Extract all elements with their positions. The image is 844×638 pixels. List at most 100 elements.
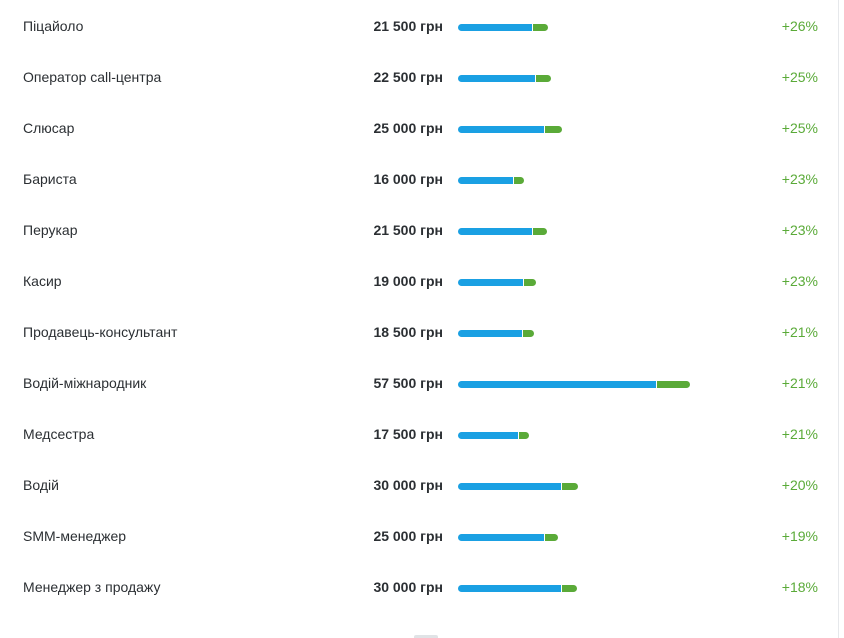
growth-percent: +25% xyxy=(781,69,818,85)
salary-bar-growth xyxy=(657,381,690,388)
salary-bar-divider xyxy=(532,24,533,31)
salary-bar-base xyxy=(458,585,561,592)
profession-label: Водій xyxy=(23,477,59,493)
salary-bar xyxy=(458,432,718,439)
salary-bar-divider xyxy=(513,177,514,184)
salary-bar-growth xyxy=(562,585,577,592)
salary-list: Піцайоло 21 500 грн +26% Оператор call-ц… xyxy=(0,0,838,612)
salary-row[interactable]: Слюсар 25 000 грн +25% xyxy=(0,102,838,153)
salary-bar xyxy=(458,177,718,184)
salary-bar-growth xyxy=(533,24,548,31)
growth-percent: +25% xyxy=(781,120,818,136)
profession-label: Водій-міжнародник xyxy=(23,375,147,391)
salary-value: 18 500 грн xyxy=(373,324,443,340)
salary-row[interactable]: Перукар 21 500 грн +23% xyxy=(0,204,838,255)
salary-bar xyxy=(458,483,718,490)
growth-percent: +21% xyxy=(781,324,818,340)
salary-value: 21 500 грн xyxy=(373,18,443,34)
growth-percent: +26% xyxy=(781,18,818,34)
profession-label: Продавець-консультант xyxy=(23,324,178,340)
profession-label: Піцайоло xyxy=(23,18,84,34)
salary-value: 30 000 грн xyxy=(373,579,443,595)
salary-bar-base xyxy=(458,75,535,82)
salary-bar-base xyxy=(458,177,513,184)
growth-percent: +19% xyxy=(781,528,818,544)
salary-row[interactable]: Менеджер з продажу 30 000 грн +18% xyxy=(0,561,838,612)
salary-bar xyxy=(458,330,718,337)
profession-label: Касир xyxy=(23,273,62,289)
salary-bar-base xyxy=(458,279,523,286)
salary-bar-base xyxy=(458,534,544,541)
salary-bar-divider xyxy=(518,432,519,439)
salary-bar-divider xyxy=(561,483,562,490)
panel-divider xyxy=(838,0,839,638)
profession-label: Слюсар xyxy=(23,120,75,136)
salary-bar-growth xyxy=(562,483,578,490)
salary-bar-divider xyxy=(544,534,545,541)
salary-bar-base xyxy=(458,432,518,439)
salary-bar-growth xyxy=(533,228,547,235)
salary-bar xyxy=(458,75,718,82)
salary-value: 22 500 грн xyxy=(373,69,443,85)
profession-label: Медсестра xyxy=(23,426,95,442)
salary-bar xyxy=(458,279,718,286)
growth-percent: +20% xyxy=(781,477,818,493)
salary-bar-growth xyxy=(524,279,536,286)
salary-value: 19 000 грн xyxy=(373,273,443,289)
salary-bar-base xyxy=(458,483,561,490)
growth-percent: +23% xyxy=(781,171,818,187)
salary-row[interactable]: Піцайоло 21 500 грн +26% xyxy=(0,0,838,51)
salary-bar-divider xyxy=(523,279,524,286)
salary-bar-divider xyxy=(532,228,533,235)
profession-label: Бариста xyxy=(23,171,77,187)
growth-percent: +23% xyxy=(781,273,818,289)
salary-value: 21 500 грн xyxy=(373,222,443,238)
salary-row[interactable]: Водій-міжнародник 57 500 грн +21% xyxy=(0,357,838,408)
salary-row[interactable]: Бариста 16 000 грн +23% xyxy=(0,153,838,204)
salary-bar-divider xyxy=(535,75,536,82)
salary-bar-divider xyxy=(522,330,523,337)
salary-row[interactable]: Касир 19 000 грн +23% xyxy=(0,255,838,306)
salary-value: 25 000 грн xyxy=(373,528,443,544)
growth-percent: +18% xyxy=(781,579,818,595)
salary-value: 57 500 грн xyxy=(373,375,443,391)
salary-bar-growth xyxy=(545,126,562,133)
growth-percent: +21% xyxy=(781,426,818,442)
salary-bar-growth xyxy=(514,177,524,184)
profession-label: Перукар xyxy=(23,222,78,238)
salary-bar-growth xyxy=(523,330,534,337)
salary-value: 17 500 грн xyxy=(373,426,443,442)
salary-row[interactable]: Водій 30 000 грн +20% xyxy=(0,459,838,510)
growth-percent: +21% xyxy=(781,375,818,391)
salary-bar-base xyxy=(458,126,544,133)
profession-label: Оператор call-центра xyxy=(23,69,162,85)
salary-bar-growth xyxy=(519,432,529,439)
profession-label: SMM-менеджер xyxy=(23,528,127,544)
salary-bar-divider xyxy=(544,126,545,133)
salary-bar-base xyxy=(458,228,532,235)
salary-bar-base xyxy=(458,330,522,337)
salary-bar xyxy=(458,534,718,541)
salary-bar-base xyxy=(458,381,656,388)
salary-bar xyxy=(458,381,718,388)
salary-bar-growth xyxy=(545,534,558,541)
salary-row[interactable]: SMM-менеджер 25 000 грн +19% xyxy=(0,510,838,561)
salary-row[interactable]: Оператор call-центра 22 500 грн +25% xyxy=(0,51,838,102)
salary-bar xyxy=(458,228,718,235)
salary-bar-base xyxy=(458,24,532,31)
salary-bar-divider xyxy=(656,381,657,388)
scroll-indicator[interactable] xyxy=(414,635,438,638)
salary-bar-divider xyxy=(561,585,562,592)
salary-row[interactable]: Медсестра 17 500 грн +21% xyxy=(0,408,838,459)
salary-bar-growth xyxy=(536,75,551,82)
salary-value: 25 000 грн xyxy=(373,120,443,136)
salary-bar xyxy=(458,126,718,133)
profession-label: Менеджер з продажу xyxy=(23,579,161,595)
salary-value: 30 000 грн xyxy=(373,477,443,493)
salary-value: 16 000 грн xyxy=(373,171,443,187)
salary-bar xyxy=(458,585,718,592)
salary-bar xyxy=(458,24,718,31)
growth-percent: +23% xyxy=(781,222,818,238)
salary-row[interactable]: Продавець-консультант 18 500 грн +21% xyxy=(0,306,838,357)
